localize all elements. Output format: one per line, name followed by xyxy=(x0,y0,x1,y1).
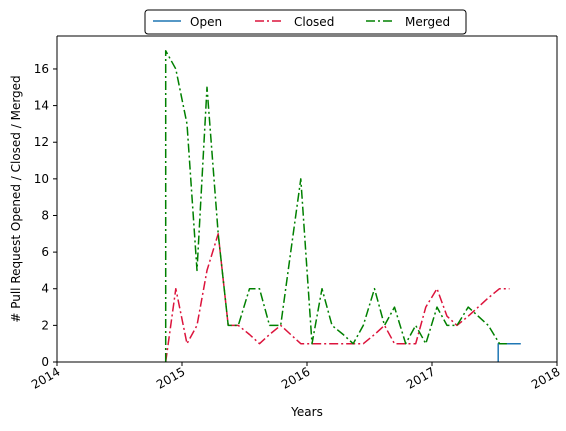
y-tick-label: 10 xyxy=(34,172,49,186)
series-line-merged xyxy=(164,49,510,362)
x-tick-label: 2018 xyxy=(529,364,562,391)
legend-entry-open: Open xyxy=(153,15,222,29)
y-axis-label: # Pull Request Opened / Closed / Merged xyxy=(9,75,23,322)
y-tick-label: 12 xyxy=(34,135,49,149)
legend-label-merged: Merged xyxy=(405,15,450,29)
y-tick-label: 2 xyxy=(41,318,49,332)
legend-entry-closed: Closed xyxy=(255,15,334,29)
legend-entry-merged: Merged xyxy=(366,15,450,29)
legend-frame xyxy=(144,9,467,35)
y-tick-label: 0 xyxy=(41,355,49,369)
y-tick-label: 14 xyxy=(34,99,49,113)
y-tick-label: 16 xyxy=(34,62,49,76)
x-tick-label: 2015 xyxy=(154,364,187,391)
y-tick-label: 4 xyxy=(41,282,49,296)
plot-area xyxy=(56,35,558,363)
series-line-closed xyxy=(164,233,510,363)
series-layer xyxy=(164,49,521,363)
y-tick-label: 6 xyxy=(41,245,49,259)
legend: Open Closed Merged xyxy=(144,9,467,35)
plot-frame xyxy=(57,36,557,362)
y-tick-label: 8 xyxy=(41,208,49,222)
x-axis-ticks: 2014 2015 2016 2017 2018 xyxy=(29,362,563,392)
legend-label-closed: Closed xyxy=(294,15,334,29)
y-axis-ticks: 0 2 4 6 8 10 12 14 16 xyxy=(34,62,57,369)
series-line-open xyxy=(497,342,521,362)
x-tick-label: 2016 xyxy=(279,364,312,391)
x-axis-label: Years xyxy=(290,405,323,419)
legend-label-open: Open xyxy=(190,15,222,29)
x-tick-label: 2017 xyxy=(404,364,437,391)
